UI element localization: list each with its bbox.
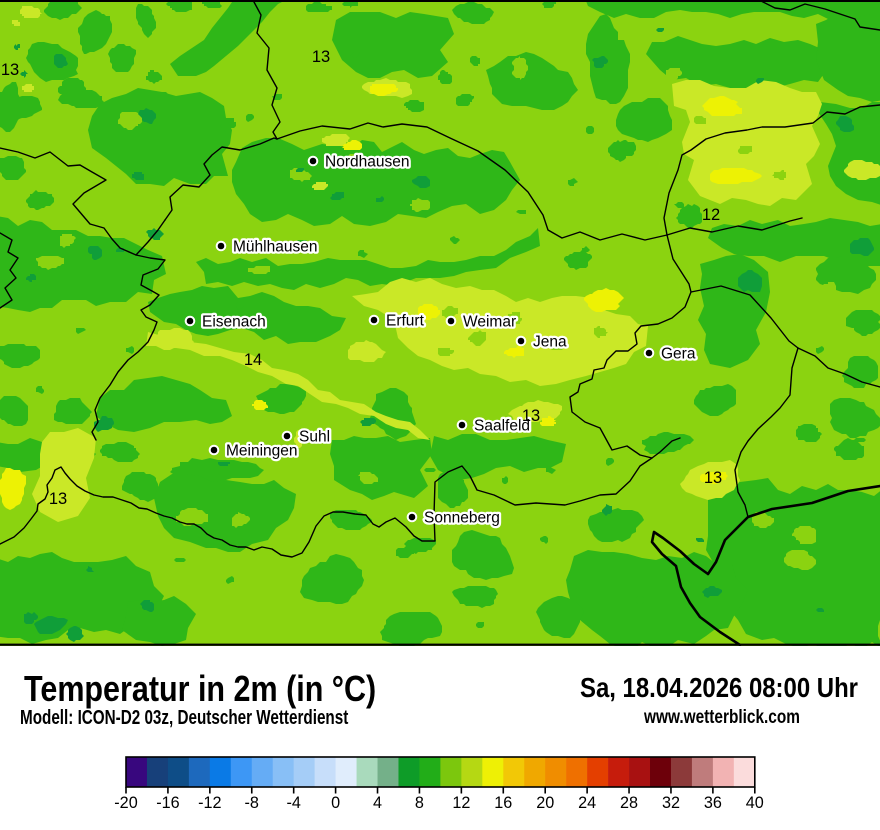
svg-text:13: 13 xyxy=(522,407,540,425)
svg-text:Weimar: Weimar xyxy=(463,314,516,331)
svg-text:-12: -12 xyxy=(198,794,221,812)
svg-text:0: 0 xyxy=(331,794,340,812)
svg-text:28: 28 xyxy=(620,794,638,812)
svg-text:-16: -16 xyxy=(156,794,179,812)
svg-text:Gera: Gera xyxy=(661,346,696,363)
svg-text:Sonneberg: Sonneberg xyxy=(424,510,500,527)
svg-text:16: 16 xyxy=(494,794,512,812)
svg-text:Nordhausen: Nordhausen xyxy=(325,154,409,171)
svg-text:20: 20 xyxy=(536,794,554,812)
svg-text:Eisenach: Eisenach xyxy=(202,314,266,331)
svg-text:32: 32 xyxy=(662,794,680,812)
svg-text:Mühlhausen: Mühlhausen xyxy=(233,239,317,256)
svg-text:24: 24 xyxy=(578,794,596,812)
svg-text:13: 13 xyxy=(1,61,19,79)
svg-text:-4: -4 xyxy=(286,794,300,812)
svg-text:36: 36 xyxy=(704,794,722,812)
svg-text:13: 13 xyxy=(49,490,67,508)
svg-text:4: 4 xyxy=(373,794,382,812)
svg-text:Jena: Jena xyxy=(533,334,567,351)
svg-text:Suhl: Suhl xyxy=(299,429,330,446)
svg-text:8: 8 xyxy=(415,794,424,812)
svg-text:40: 40 xyxy=(746,794,764,812)
svg-text:14: 14 xyxy=(244,351,262,369)
svg-text:Meiningen: Meiningen xyxy=(226,443,298,460)
svg-text:-8: -8 xyxy=(245,794,259,812)
svg-text:Saalfeld: Saalfeld xyxy=(474,418,530,435)
svg-text:13: 13 xyxy=(704,469,722,487)
svg-text:13: 13 xyxy=(312,48,330,66)
svg-text:Erfurt: Erfurt xyxy=(386,313,425,330)
svg-text:-20: -20 xyxy=(114,794,137,812)
svg-text:12: 12 xyxy=(702,206,720,224)
svg-text:12: 12 xyxy=(452,794,470,812)
